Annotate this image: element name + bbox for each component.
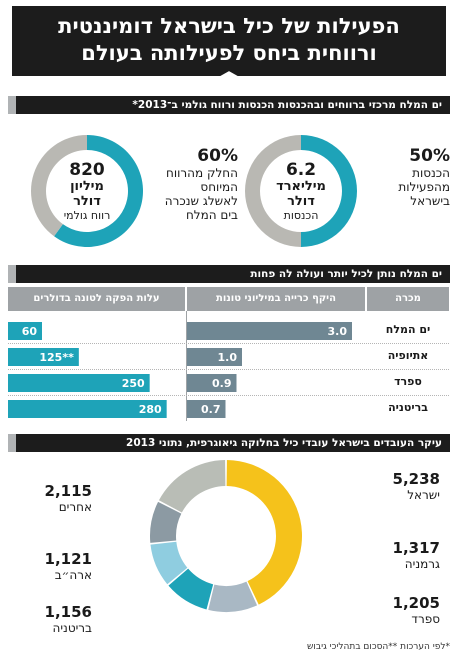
revenue-unit1: מיליארד — [276, 179, 326, 194]
legend-spain: 1,205 ספרד — [360, 594, 440, 626]
section3-header: עיקר העובדים בישראל עובדי כיל בחלוקה גיא… — [8, 434, 450, 452]
section1-header: ים המלח מרכזי ברווחים ובהכנסות הכנסות ור… — [8, 96, 450, 114]
section2-header: ים המלח נותן לכיל יותר ועולה לה פחות — [8, 265, 450, 283]
legend-britain: 1,156 בריטניה — [12, 603, 92, 635]
legend-others-label: אחרים — [58, 500, 92, 514]
mining-bar-label: 1.0 — [218, 351, 238, 364]
employees-donut — [150, 460, 302, 612]
revenue-desc-1: הכנסות — [412, 166, 450, 180]
donut-revenue — [244, 135, 357, 247]
cost-bar-label: 280 — [139, 403, 162, 416]
legend-germany: 1,317 גרמניה — [360, 539, 440, 571]
cost-bar-label: 250 — [122, 377, 145, 390]
employees-slice — [208, 581, 258, 612]
legend-usa-value: 1,121 — [44, 550, 92, 568]
cost-bar — [8, 374, 150, 392]
legend-usa-label: ארה״ב — [54, 568, 92, 582]
profit-desc-4: בים המלח — [185, 208, 238, 222]
employees-slice — [226, 460, 302, 605]
legend-spain-label: ספרד — [411, 612, 440, 626]
profit-desc: 60% החלק מהרווח המיוחס לאשלג שנכרה בים ה… — [148, 146, 238, 222]
row-label-dead-sea: ים המלח — [385, 323, 431, 336]
profit-value: 820 — [69, 160, 105, 180]
mining-bar-label: 0.9 — [212, 377, 232, 390]
donut-profit — [30, 135, 144, 247]
employees-slice — [168, 568, 214, 610]
employees-slice — [150, 501, 182, 543]
profit-pct: 60% — [197, 146, 238, 166]
mining-bar-label: 3.0 — [328, 325, 348, 338]
legend-spain-value: 1,205 — [392, 594, 440, 612]
legend-germany-value: 1,317 — [392, 539, 440, 557]
mining-bar — [187, 348, 242, 366]
legend-britain-label: בריטניה — [52, 621, 92, 635]
cost-bar — [8, 348, 79, 366]
revenue-desc-2: מהפעילות — [398, 180, 450, 194]
profit-unit2: דולר — [73, 194, 101, 209]
revenue-desc: 50% הכנסות מהפעילות בישראל — [360, 146, 450, 208]
row-separator — [8, 343, 449, 344]
revenue-value: 6.2 — [285, 160, 317, 180]
profit-center: 820 מיליון דולר רווח גולמי — [48, 160, 126, 223]
revenue-caption: הכנסות — [283, 209, 319, 222]
revenue-unit2: דולר — [287, 194, 315, 209]
mining-bar — [187, 400, 226, 418]
revenue-desc-3: בישראל — [410, 194, 450, 208]
revenue-share-slice — [301, 135, 357, 247]
title-banner: הפעילות של כיל בישראל דומיננטית ורווחית … — [12, 6, 446, 76]
row-label-spain: ספרד — [394, 375, 422, 388]
legend-others: 2,115 אחרים — [12, 482, 92, 514]
mining-bar — [187, 374, 237, 392]
legend-others-value: 2,115 — [44, 482, 92, 500]
row-label-britain: בריטניה — [388, 401, 428, 414]
profit-rest-slice — [30, 135, 87, 237]
mining-bar-label: 0.7 — [201, 403, 221, 416]
legend-israel-value: 5,238 — [392, 470, 440, 488]
row-label-ethiopia: אתיופיה — [387, 349, 429, 362]
title-line-1: הפעילות של כיל בישראל דומיננטית — [58, 14, 400, 38]
table-divider — [186, 311, 187, 421]
table-bars: 3.0 60 1.0 125** 0.9 250 0.7 280 — [8, 322, 352, 418]
revenue-rest-slice — [244, 135, 301, 247]
cost-bar-label: 60 — [22, 325, 38, 338]
profit-desc-2: המיוחס — [200, 180, 238, 194]
cost-bar — [8, 400, 167, 418]
col-site-header: מכרה — [367, 287, 449, 311]
employees-slice — [150, 541, 188, 585]
employees-slice — [158, 460, 226, 513]
revenue-center: 6.2 מיליארד דולר הכנסות — [262, 160, 340, 223]
profit-desc-3: לאשלג שנכרה — [164, 194, 238, 208]
revenue-pct: 50% — [409, 146, 450, 166]
profit-desc-1: החלק מהרווח — [166, 166, 238, 180]
legend-britain-value: 1,156 — [44, 603, 92, 621]
profit-caption: רווח גולמי — [63, 209, 111, 222]
footnote: *לפי הערכות **הסכום בתהליכי גיבוש — [307, 642, 450, 652]
title-line-2: ורווחית ביחס לפעילותה בעולם — [81, 41, 377, 65]
row-separator — [8, 395, 449, 396]
col-cost-header: עלות הפקה לטונה בדולרים — [8, 287, 185, 311]
col-mining-header: היקף כרייה במיליוני טונות — [187, 287, 365, 311]
mining-bar — [187, 322, 352, 340]
profit-unit1: מיליון — [70, 179, 104, 194]
legend-israel-label: ישראל — [407, 488, 440, 502]
legend-usa: 1,121 ארה״ב — [12, 550, 92, 582]
legend-israel: 5,238 ישראל — [360, 470, 440, 502]
profit-share-slice — [54, 135, 144, 247]
cost-bar — [8, 322, 42, 340]
cost-bar-label: 125** — [39, 351, 74, 364]
legend-germany-label: גרמניה — [404, 557, 440, 571]
row-separator — [8, 369, 449, 370]
